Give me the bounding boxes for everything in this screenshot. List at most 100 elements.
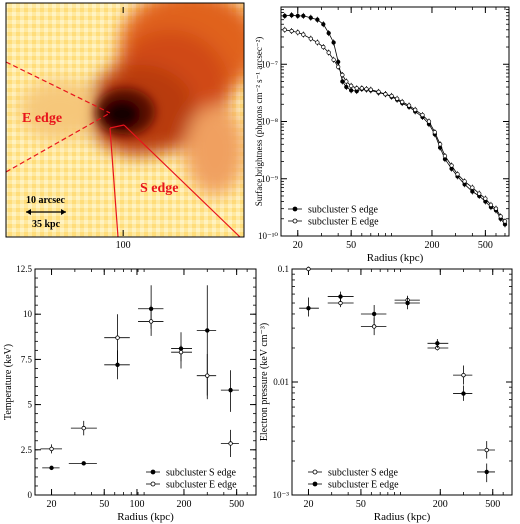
data-point	[228, 441, 233, 446]
data-point	[295, 13, 300, 19]
x-tick-label: 500	[229, 499, 244, 510]
data-point	[326, 30, 331, 36]
data-point	[331, 57, 336, 62]
data-point	[359, 86, 364, 91]
legend-marker	[292, 206, 298, 212]
x-axis-label: Radius (kpc)	[374, 511, 431, 523]
data-point	[449, 163, 454, 168]
s-edge-label: S edge	[140, 181, 179, 196]
y-tick-label: 10⁻⁸	[261, 117, 278, 127]
y-tick-label: 10⁻⁷	[261, 59, 278, 69]
e-edge-label: E edge	[22, 111, 62, 126]
data-point	[394, 96, 400, 101]
x-tick-label: 100	[116, 240, 131, 251]
data-point	[301, 32, 306, 37]
y-tick-label: 2.5	[21, 445, 33, 455]
legend-label: subcluster E edge	[308, 217, 379, 228]
legend-marker	[312, 481, 318, 487]
legend-label: subcluster S edge	[308, 205, 379, 216]
data-point	[340, 79, 345, 84]
plot-frame	[34, 268, 257, 496]
data-point	[349, 88, 354, 93]
data-point	[301, 13, 306, 19]
y-tick-label: 10⁻¹⁰	[258, 231, 278, 241]
data-point	[349, 83, 354, 88]
data-point	[289, 13, 294, 18]
x-tick-label: 20	[47, 499, 57, 510]
xray-image-panel: E edge S edge 10 arcsec 35 kpc	[5, 2, 245, 238]
xray-frame	[5, 2, 245, 238]
surface-brightness-chart: 20 50 100 200 500 10⁻¹⁰ 10⁻⁹ 10⁻⁸ 10⁻⁷ Radius (kp…	[116, 6, 510, 264]
legend-marker	[292, 218, 298, 224]
data-point	[437, 142, 443, 147]
y-axis-label: Surface brightness (photons cm⁻² s⁻¹ arc…	[254, 37, 264, 207]
data-point	[406, 103, 412, 108]
data-point	[368, 87, 373, 92]
data-point	[295, 30, 300, 35]
legend-label: subcluster S edge	[166, 468, 237, 479]
x-tick-label: 50	[356, 499, 366, 510]
legend-marker	[312, 469, 318, 475]
data-point	[344, 84, 349, 90]
data-point	[420, 112, 425, 118]
scale-arcsec-label: 10 arcsec	[26, 195, 66, 206]
data-point	[383, 92, 388, 97]
data-point	[81, 461, 86, 466]
scale-bar	[26, 209, 66, 215]
data-point	[315, 40, 320, 45]
x-tick-label: 200	[424, 240, 439, 251]
data-point	[371, 311, 377, 317]
data-point	[498, 214, 503, 219]
y-tick-label: 7.5	[21, 354, 33, 364]
legend-marker	[150, 469, 156, 475]
s-edge-base-line	[109, 124, 125, 129]
data-point	[413, 107, 418, 112]
data-point	[315, 17, 320, 22]
data-point	[148, 319, 154, 324]
data-point	[49, 446, 54, 452]
data-point	[354, 86, 359, 91]
data-point	[340, 72, 345, 78]
data-point	[432, 130, 437, 135]
data-point	[483, 196, 488, 201]
data-point	[488, 202, 494, 208]
data-point	[455, 172, 460, 177]
data-point	[321, 44, 326, 50]
data-point	[338, 294, 343, 299]
y-tick-label: 0	[28, 490, 33, 500]
s-edge-left-line	[109, 127, 119, 237]
data-point	[326, 50, 331, 55]
data-point	[461, 391, 466, 396]
data-point	[344, 79, 349, 84]
y-tick-label: 5	[28, 400, 33, 410]
legend-label: subcluster S edge	[328, 468, 399, 479]
y-tick-label: 10⁻⁹	[261, 174, 278, 184]
data-point	[331, 40, 336, 45]
y-tick-label: 10	[23, 309, 33, 319]
legend-label: subcluster E edge	[328, 480, 399, 491]
data-point	[289, 28, 294, 34]
x-tick-label: 200	[433, 499, 448, 510]
y-tick-label: 10⁻³	[273, 490, 290, 500]
data-point	[115, 335, 120, 340]
data-point	[371, 324, 377, 329]
x-tick-label: 200	[176, 499, 191, 510]
data-point	[364, 86, 369, 92]
data-point	[308, 15, 313, 20]
data-point	[115, 362, 120, 368]
data-point	[205, 373, 210, 378]
data-point	[228, 387, 233, 393]
scale-kpc-label: 35 kpc	[32, 219, 61, 230]
data-point	[81, 425, 86, 431]
x-tick-label: 100	[129, 499, 144, 510]
data-point	[405, 300, 410, 306]
data-point	[461, 372, 466, 378]
e-edge-upper-line	[6, 61, 111, 114]
data-point	[49, 465, 54, 471]
e-edge-lower-line	[6, 112, 111, 173]
xray-emission	[20, 3, 244, 195]
xray-core	[95, 88, 155, 136]
legend-label: subcluster E edge	[166, 480, 237, 491]
x-tick-label: 50	[346, 240, 356, 251]
